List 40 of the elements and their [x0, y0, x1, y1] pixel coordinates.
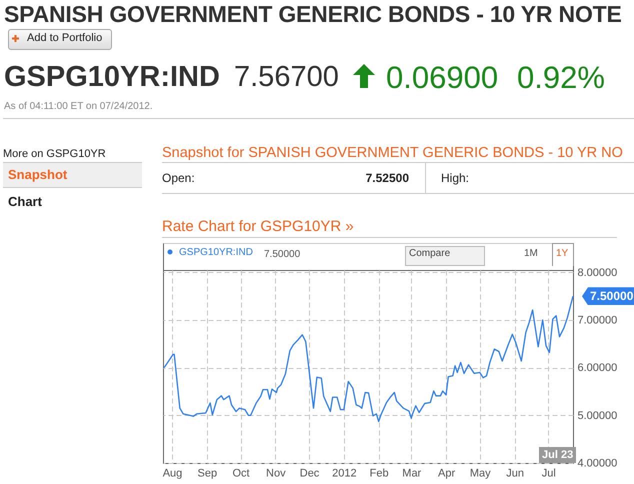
x-tick-label: 2012 [332, 468, 357, 480]
y-tick-label: 5.00000 [578, 410, 618, 422]
text: GSPG10YR:IND [4, 61, 220, 94]
x-tick-label: Nov [266, 468, 286, 480]
text: More on GSPG10YR [3, 148, 106, 160]
text: 7.52500 [366, 171, 409, 185]
x-tick-label: Feb [370, 468, 389, 480]
text: 0.06900 [386, 60, 498, 96]
x-tick-label: Aug [162, 468, 182, 480]
annotation: Jul 23 [539, 447, 576, 463]
text: Snapshot [8, 167, 68, 182]
x-tick-label: Mar [402, 468, 422, 480]
x-tick-label: Jul [542, 468, 556, 480]
chart-title: SPANISH GOVERNMENT GENERIC BONDS - 10 YR NOTE [4, 1, 622, 28]
text: 1Y [556, 248, 568, 259]
y-tick-label: 6.00000 [578, 362, 618, 374]
x-tick-label: May [470, 468, 492, 480]
text: 1M [524, 248, 538, 259]
x-tick-label: Oct [232, 468, 250, 480]
annotation: 7.50000 [582, 287, 634, 306]
x-tick-label: Jun [506, 468, 524, 480]
x-tick-label: Sep [198, 468, 218, 480]
text: Open: [162, 171, 195, 185]
text: Snapshot for SPANISH GOVERNMENT GENERIC BONDS - 10 YR NO [162, 145, 623, 161]
text: Add to Portfolio [27, 32, 102, 44]
text: Chart [8, 194, 42, 209]
y-tick-label: 8.00000 [578, 266, 618, 279]
y-tick-label: 7.00000 [578, 314, 618, 327]
text: Compare [409, 248, 450, 259]
legend-label: GSPG10YR:IND [179, 247, 253, 258]
text: High: [441, 171, 470, 185]
line-series [163, 296, 574, 422]
x-tick-label: Apr [438, 468, 456, 480]
y-tick-label: 4.00000 [578, 458, 618, 470]
text: 7.50000 [264, 249, 300, 260]
text: As of 04:11:00 ET on 07/24/2012. [4, 101, 153, 112]
text: 7.56700 [234, 61, 339, 94]
x-tick-label: Dec [300, 468, 320, 480]
chart-subtitle: Rate Chart for GSPG10YR » [162, 218, 354, 235]
text: 0.92% [517, 60, 605, 96]
